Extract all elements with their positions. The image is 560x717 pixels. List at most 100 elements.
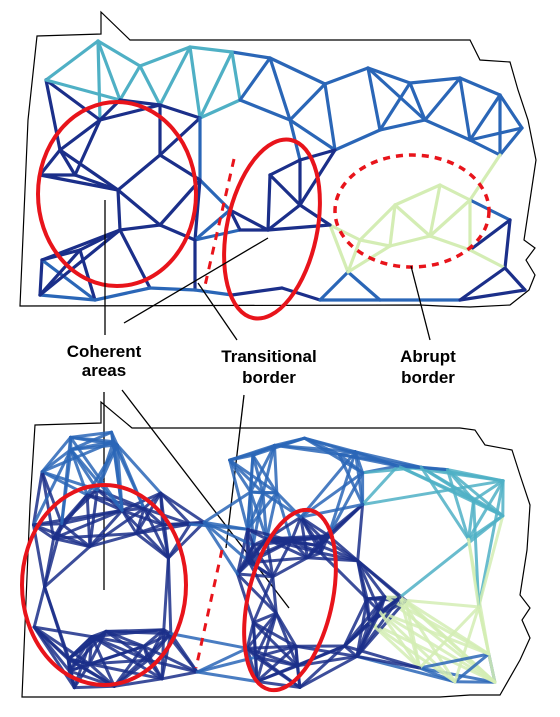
network-edge bbox=[142, 644, 199, 674]
top-transitional-dashed-line bbox=[202, 158, 236, 291]
network-edge bbox=[32, 625, 94, 639]
network-edge bbox=[138, 45, 192, 68]
bottom-state-outline bbox=[21, 400, 531, 698]
network-edge bbox=[188, 522, 250, 531]
network-edge bbox=[356, 559, 371, 624]
network-edge bbox=[43, 545, 92, 589]
network-edge bbox=[378, 118, 427, 132]
network-edge bbox=[169, 632, 249, 650]
bottom-west-coherent-ellipse bbox=[20, 483, 188, 687]
network-edge bbox=[90, 635, 146, 648]
network-edge bbox=[90, 628, 166, 639]
leader-abrupt-top bbox=[410, 265, 431, 341]
network-edge bbox=[202, 490, 253, 524]
network-edge bbox=[261, 491, 269, 541]
network-edge bbox=[251, 491, 265, 547]
annotation-leaders bbox=[103, 200, 431, 609]
network-edge bbox=[393, 183, 442, 207]
label-transitional-line1: Transitional bbox=[221, 347, 316, 366]
network-edge bbox=[251, 453, 279, 495]
network-edge bbox=[115, 443, 163, 495]
network-edge bbox=[418, 605, 481, 670]
network-edge bbox=[271, 575, 278, 615]
network-edge bbox=[458, 76, 502, 97]
network-edge bbox=[408, 76, 462, 85]
network-edge bbox=[299, 503, 365, 519]
network-edge bbox=[419, 465, 470, 541]
network-edge bbox=[358, 238, 392, 248]
network-edge bbox=[116, 188, 162, 227]
network-edge bbox=[298, 148, 337, 162]
network-edge bbox=[38, 248, 82, 297]
network-edge bbox=[346, 270, 382, 302]
network-edge bbox=[142, 628, 166, 648]
network-edge bbox=[195, 646, 249, 674]
network-edge bbox=[236, 527, 250, 576]
network-edge bbox=[273, 443, 341, 456]
network-edge bbox=[404, 598, 481, 609]
network-edge bbox=[58, 148, 77, 177]
network-edge bbox=[44, 78, 62, 152]
network-edge bbox=[268, 173, 302, 207]
network-edge bbox=[198, 98, 242, 120]
network-edge bbox=[66, 635, 94, 661]
network-edge bbox=[43, 585, 70, 661]
network-edge bbox=[73, 118, 102, 177]
network-edge bbox=[228, 458, 265, 495]
network-edge bbox=[378, 81, 412, 132]
network-edge bbox=[32, 585, 47, 629]
network-edge bbox=[52, 532, 138, 540]
network-edge bbox=[193, 208, 232, 242]
network-edge bbox=[356, 503, 365, 563]
leader-transitional-bottom bbox=[225, 394, 245, 549]
network-edge bbox=[135, 506, 146, 535]
network-edge bbox=[273, 443, 279, 495]
network-edge bbox=[118, 223, 162, 232]
network-edge bbox=[423, 76, 462, 122]
network-edge bbox=[88, 658, 150, 666]
network-edge bbox=[142, 644, 164, 681]
network-edge bbox=[366, 66, 382, 132]
network-edge bbox=[265, 537, 323, 555]
network-edge bbox=[346, 238, 362, 274]
network-edge bbox=[299, 515, 330, 538]
network-edge bbox=[230, 50, 272, 60]
network-edge bbox=[298, 654, 359, 689]
network-edge bbox=[342, 644, 422, 670]
network-edge bbox=[251, 611, 278, 625]
network-edge bbox=[268, 56, 292, 122]
network-edge bbox=[142, 506, 192, 526]
network-edge bbox=[193, 178, 202, 242]
network-edge bbox=[428, 198, 472, 238]
network-edge bbox=[104, 629, 150, 662]
network-edge bbox=[88, 532, 138, 549]
network-edge bbox=[319, 551, 360, 563]
network-edge bbox=[333, 128, 382, 152]
network-edge bbox=[298, 644, 346, 689]
network-edge bbox=[445, 468, 476, 502]
network-edge bbox=[32, 625, 91, 666]
network-edge bbox=[238, 56, 272, 102]
network-edge bbox=[445, 468, 505, 518]
network-edge bbox=[88, 635, 94, 666]
network-edge bbox=[158, 223, 197, 242]
network-edge bbox=[255, 611, 278, 683]
network-edge bbox=[251, 621, 259, 683]
network-edge bbox=[238, 98, 292, 122]
label-abrupt-line2: border bbox=[401, 368, 455, 387]
bottom-network-edges bbox=[32, 430, 505, 690]
label-abrupt-line1: Abrupt bbox=[400, 347, 456, 366]
network-edge bbox=[328, 223, 362, 242]
network-edge bbox=[120, 508, 165, 527]
network-edge bbox=[398, 595, 422, 670]
network-edge bbox=[166, 520, 206, 560]
network-edge bbox=[418, 652, 491, 670]
top-panel bbox=[19, 10, 537, 321]
network-edge bbox=[142, 506, 165, 527]
network-edge bbox=[32, 523, 47, 589]
network-edge bbox=[161, 523, 170, 560]
network-edge bbox=[60, 522, 92, 549]
network-edge bbox=[73, 173, 120, 192]
network-edge bbox=[188, 45, 234, 54]
